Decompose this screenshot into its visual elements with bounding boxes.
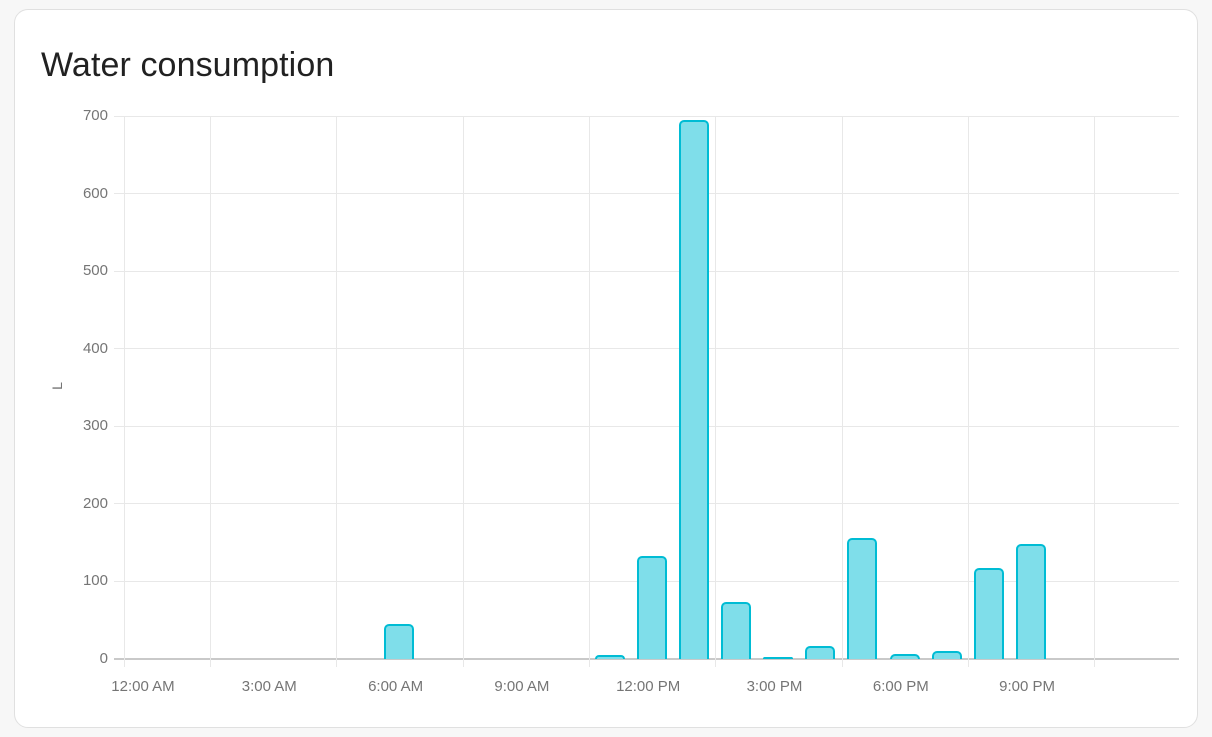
- bar-hour-18[interactable]: [889, 653, 920, 659]
- water-consumption-card: Water consumption L 0 100 200 300 400 500 600 7…: [14, 9, 1198, 728]
- x-tick-label-6: 6:00 PM: [872, 677, 929, 695]
- h-gridline-400: [114, 348, 1179, 349]
- y-tick-label-300: 300: [82, 417, 108, 434]
- v-gridline-3: [588, 116, 590, 667]
- v-gridline-2: [462, 116, 464, 667]
- bar-hour-15[interactable]: [763, 656, 794, 659]
- bar-hour-20[interactable]: [973, 567, 1004, 659]
- bar-hour-12[interactable]: [636, 555, 667, 659]
- v-gridline-4: [715, 116, 717, 667]
- y-tick-label-400: 400: [82, 339, 108, 357]
- y-tick-label-700: 700: [82, 107, 108, 124]
- x-axis-line: [114, 657, 1179, 660]
- y-tick-label-200: 200: [82, 494, 108, 512]
- x-tick-label-0: 12:00 AM: [111, 677, 175, 695]
- v-gridline-1: [336, 116, 338, 667]
- v-gridline-0: [210, 116, 211, 667]
- v-gridline-7: [1094, 116, 1096, 667]
- bar-hour-19[interactable]: [931, 650, 962, 659]
- bar-hour-11[interactable]: [594, 654, 625, 659]
- h-gridline-600: [114, 193, 1179, 194]
- y-tick-label-500: 500: [82, 262, 108, 279]
- h-gridline-300: [114, 425, 1179, 427]
- x-tick-label-1: 3:00 AM: [241, 677, 297, 695]
- bar-hour-14[interactable]: [721, 601, 752, 659]
- bar-hour-16[interactable]: [805, 645, 836, 659]
- x-tick-label-4: 12:00 PM: [616, 677, 681, 695]
- x-tick-label-5: 3:00 PM: [746, 677, 803, 695]
- y-tick-label-600: 600: [82, 184, 108, 202]
- bar-hour-21[interactable]: [1015, 543, 1046, 659]
- v-gridline-5: [841, 116, 843, 667]
- h-gridline-200: [114, 503, 1179, 504]
- h-gridline-500: [114, 270, 1179, 272]
- water-consumption-bar-chart[interactable]: L 0 100 200 300 400 500 600 700 12:00 AM 3:00 AM 6…: [15, 10, 1197, 727]
- bar-hour-6[interactable]: [383, 623, 414, 659]
- card-title: Water consumption: [41, 46, 335, 84]
- bar-hour-17[interactable]: [847, 537, 878, 659]
- bar-hour-13[interactable]: [678, 119, 709, 659]
- x-tick-label-2: 6:00 AM: [368, 677, 424, 695]
- v-gridline-6: [967, 116, 969, 667]
- x-tick-label-3: 9:00 AM: [494, 677, 550, 695]
- y-tick-label-100: 100: [82, 572, 108, 589]
- x-tick-label-7: 9:00 PM: [999, 677, 1056, 695]
- y-tick-label-0: 0: [99, 649, 108, 667]
- h-gridline-700: [114, 115, 1179, 117]
- y-axis-boundary-line: [124, 116, 125, 667]
- y-axis-title: L: [49, 382, 65, 390]
